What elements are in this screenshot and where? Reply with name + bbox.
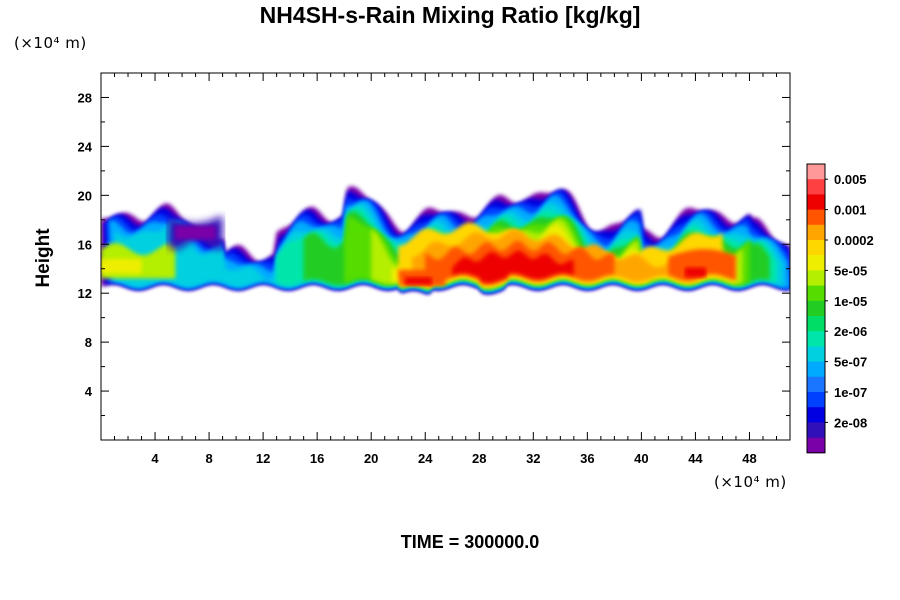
colorbar-swatch xyxy=(807,179,825,195)
x-tick-label: 24 xyxy=(418,451,433,466)
colorbar-swatch xyxy=(807,331,825,347)
colorbar: 0.005 0.001 0.0002 5e-05 1e-05 2e-06 5e-07 1e-0… xyxy=(806,163,874,454)
colorbar-swatch xyxy=(807,240,825,256)
x-tick-label: 32 xyxy=(526,451,540,466)
field-wisp xyxy=(175,225,216,240)
colorbar-frame xyxy=(806,163,826,454)
colorbar-swatch xyxy=(807,361,825,378)
colorbar-swatch xyxy=(807,224,825,241)
colorbar-swatch xyxy=(807,300,825,317)
colorbar-label: 2e-08 xyxy=(834,415,867,430)
colorbar-swatch xyxy=(807,270,825,286)
colorbar-swatch xyxy=(807,407,825,423)
x-tick-label: 28 xyxy=(472,451,486,466)
y-axis-unit: (×10⁴ m) xyxy=(14,34,87,52)
heatmap-field xyxy=(101,186,790,295)
colorbar-swatch xyxy=(807,194,825,210)
colorbar-swatch xyxy=(807,376,825,393)
field-core xyxy=(452,250,574,283)
colorbar-swatch xyxy=(807,209,825,226)
colorbar-swatch xyxy=(807,255,825,271)
plot-frame xyxy=(100,72,791,441)
y-axis: 4 8 12 16 20 24 28 xyxy=(78,90,790,417)
colorbar-swatch xyxy=(807,437,825,454)
x-tick-label: 36 xyxy=(580,451,594,466)
x-tick-label: 4 xyxy=(151,451,159,466)
y-tick-label: 24 xyxy=(78,139,93,154)
chart-title: NH4SH-s-Rain Mixing Ratio [kg/kg] xyxy=(259,2,641,28)
colorbar-swatch xyxy=(807,392,825,408)
x-tick-label: 16 xyxy=(310,451,324,466)
field-core xyxy=(405,277,432,285)
y-tick-label: 20 xyxy=(78,188,92,203)
y-tick-label: 8 xyxy=(85,335,92,350)
colorbar-swatch xyxy=(807,164,825,180)
colorbar-label: 0.0002 xyxy=(834,233,874,248)
colorbar-label: 5e-07 xyxy=(834,355,867,370)
colorbar-swatch xyxy=(807,422,825,438)
colorbar-label: 2e-06 xyxy=(834,324,867,339)
y-tick-label: 12 xyxy=(78,286,92,301)
y-tick-label: 28 xyxy=(78,90,92,105)
colorbar-label: 0.001 xyxy=(834,203,867,218)
colorbar-swatch xyxy=(807,316,825,332)
y-tick-label: 4 xyxy=(85,384,93,399)
colorbar-label: 0.005 xyxy=(834,172,867,187)
colorbar-label: 1e-07 xyxy=(834,385,867,400)
y-tick-label: 16 xyxy=(78,237,92,252)
time-label: TIME = 300000.0 xyxy=(400,532,540,552)
x-tick-label: 44 xyxy=(688,451,703,466)
x-axis: 4 8 12 16 20 24 28 32 36 40 44 48 xyxy=(114,73,777,466)
y-axis-label: Height xyxy=(33,228,54,288)
x-tick-label: 40 xyxy=(634,451,648,466)
x-tick-label: 20 xyxy=(364,451,378,466)
x-tick-label: 12 xyxy=(256,451,270,466)
colorbar-swatch xyxy=(807,346,825,362)
colorbar-label: 1e-05 xyxy=(834,294,867,309)
field-core xyxy=(684,267,707,278)
x-tick-label: 48 xyxy=(742,451,756,466)
colorbar-swatch xyxy=(807,285,825,302)
field-band xyxy=(101,258,142,274)
x-tick-label: 8 xyxy=(205,451,212,466)
x-axis-unit: (×10⁴ m) xyxy=(714,473,787,491)
colorbar-label: 5e-05 xyxy=(834,263,867,278)
